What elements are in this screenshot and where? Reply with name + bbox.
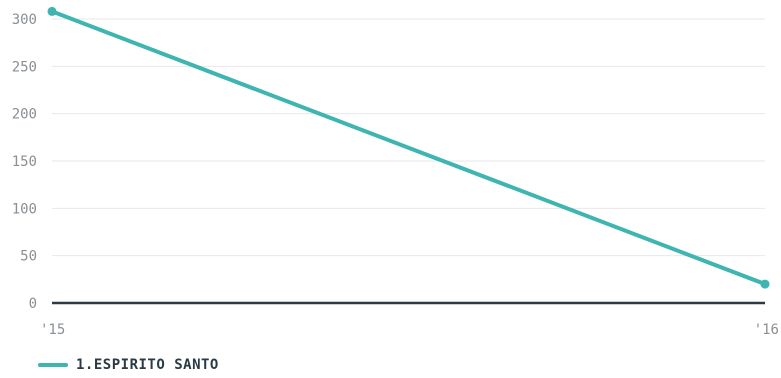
y-tick-label-150: 150 [12,154,37,170]
x-tick-label-1: '16 [754,322,779,338]
y-tick-label-250: 250 [12,59,37,75]
legend-label: 1.ESPIRITO SANTO [76,357,219,373]
y-tick-label-300: 300 [12,12,37,28]
y-tick-label-50: 50 [20,249,37,265]
legend-swatch [38,363,68,367]
series-0-point-0 [47,6,57,16]
y-tick-label-200: 200 [12,107,37,123]
legend: 1.ESPIRITO SANTO [38,355,219,375]
x-tick-label-0: '15 [40,322,65,338]
series-line-0 [50,9,767,287]
y-tick-label-0: 0 [29,296,37,312]
y-tick-label-100: 100 [12,201,37,217]
series-0-point-1 [760,279,770,289]
